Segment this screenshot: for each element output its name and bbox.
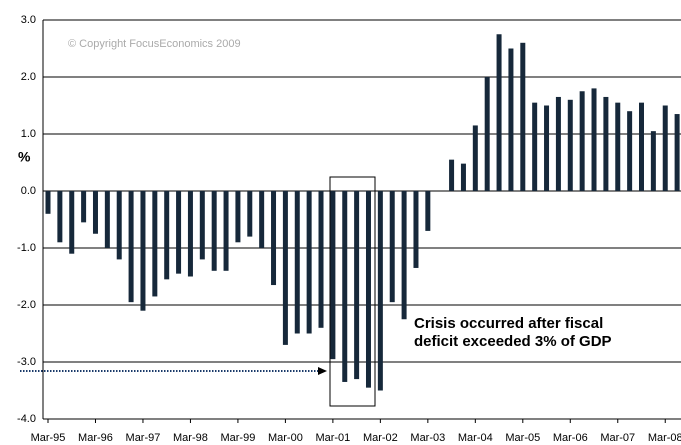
bar	[128, 191, 134, 303]
bar	[484, 77, 490, 191]
bar	[57, 191, 63, 243]
bar	[425, 191, 431, 231]
bar	[318, 191, 324, 328]
highlight-box	[329, 176, 376, 407]
x-tick-label: Mar-01	[315, 432, 350, 444]
bar	[449, 159, 455, 191]
bar	[45, 191, 51, 214]
bar	[662, 105, 668, 191]
y-tick-label: 3.0	[21, 14, 36, 26]
x-tick-label: Mar-05	[505, 432, 540, 444]
bar	[615, 102, 621, 191]
bar	[81, 191, 87, 223]
bar	[354, 191, 360, 380]
arrow-head	[318, 367, 327, 375]
bar	[330, 191, 336, 360]
bar	[223, 191, 229, 271]
x-tick-label: Mar-95	[31, 432, 66, 444]
y-tick-label: 2.0	[21, 71, 36, 83]
x-tick-label: Mar-02	[363, 432, 398, 444]
bar	[413, 191, 419, 268]
bar	[365, 191, 371, 388]
bar	[199, 191, 205, 260]
bar	[69, 191, 75, 254]
x-tick-label: Mar-07	[600, 432, 635, 444]
bar	[389, 191, 395, 303]
bar	[544, 105, 550, 191]
bar	[591, 88, 597, 191]
annotation: Crisis occurred after fiscal	[414, 315, 603, 332]
bar	[282, 191, 288, 345]
y-axis-label: %	[18, 149, 31, 165]
x-tick-label: Mar-03	[410, 432, 445, 444]
bar	[508, 48, 514, 191]
bar	[377, 191, 383, 391]
bar	[650, 131, 656, 191]
y-tick-label: -1.0	[17, 242, 36, 254]
bar	[259, 191, 265, 248]
bar	[294, 191, 300, 334]
x-tick-label: Mar-00	[268, 432, 303, 444]
bar	[639, 102, 644, 191]
x-tick-label: Mar-97	[126, 432, 161, 444]
bar	[92, 191, 98, 234]
y-tick-label: -2.0	[17, 299, 36, 311]
x-tick-label: Mar-96	[78, 432, 113, 444]
x-tick-label: Mar-98	[173, 432, 208, 444]
bar	[247, 191, 253, 237]
y-tick-label: -3.0	[17, 356, 36, 368]
bar	[496, 34, 502, 191]
bar	[235, 191, 241, 243]
bar	[342, 191, 348, 382]
bar	[472, 125, 478, 191]
bar	[306, 191, 312, 334]
bar	[176, 191, 182, 274]
bar	[116, 191, 122, 260]
bar	[603, 96, 609, 191]
copyright: © Copyright FocusEconomics 2009	[68, 38, 241, 50]
bar	[555, 96, 561, 191]
bar	[627, 111, 633, 191]
y-tick-label: 1.0	[21, 128, 36, 140]
bar	[532, 102, 538, 191]
x-tick-label: Mar-04	[458, 432, 493, 444]
bar	[271, 191, 277, 286]
y-tick-label: -4.0	[17, 413, 36, 425]
bar	[140, 191, 146, 311]
bar	[674, 114, 680, 191]
bar	[104, 191, 110, 248]
bar	[187, 191, 193, 277]
bar	[401, 191, 407, 320]
bar	[152, 191, 158, 297]
x-tick-label: Mar-06	[553, 432, 588, 444]
bar	[211, 191, 217, 271]
bar	[520, 42, 526, 191]
annotation: deficit exceeded 3% of GDP	[414, 333, 612, 350]
x-tick-label: Mar-99	[220, 432, 255, 444]
y-tick-label: 0.0	[21, 185, 36, 197]
x-tick-label: Mar-08	[648, 432, 681, 444]
bar	[567, 99, 573, 191]
bar	[164, 191, 170, 280]
bar	[460, 163, 466, 191]
bar	[579, 91, 585, 191]
